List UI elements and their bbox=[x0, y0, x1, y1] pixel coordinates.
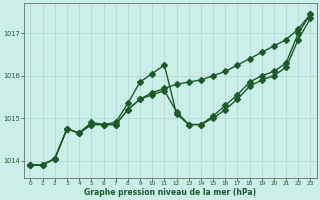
X-axis label: Graphe pression niveau de la mer (hPa): Graphe pression niveau de la mer (hPa) bbox=[84, 188, 257, 197]
